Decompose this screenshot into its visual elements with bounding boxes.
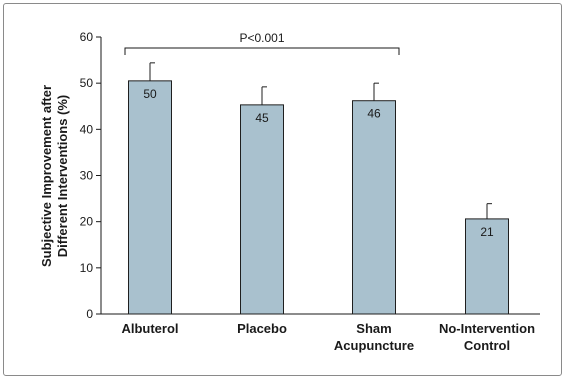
- x-category-label: Acupuncture: [334, 338, 414, 353]
- y-tick-label: 0: [86, 307, 93, 321]
- bar: [352, 100, 396, 315]
- bar: [240, 104, 284, 315]
- bar: [128, 80, 172, 315]
- significance-annotation: P<0.001: [124, 31, 400, 55]
- y-axis: 0 10 20 30 40 50 60: [80, 30, 102, 321]
- data-label: 21: [480, 225, 494, 239]
- data-label: 45: [255, 111, 269, 125]
- y-axis-label: Subjective Improvement after Different I…: [39, 85, 70, 267]
- y-axis-label-line-2: Different Interventions (%): [55, 95, 70, 258]
- y-axis-label-line-1: Subjective Improvement after: [39, 85, 54, 267]
- data-label: 46: [367, 107, 381, 121]
- y-tick-label: 60: [80, 30, 94, 44]
- x-category-label: Sham: [356, 321, 391, 336]
- bars: 50 45 46 21: [128, 62, 509, 315]
- y-tick-label: 10: [80, 261, 94, 275]
- y-tick-label: 30: [80, 169, 94, 183]
- significance-bracket: [124, 47, 400, 55]
- data-label: 50: [143, 87, 157, 101]
- bar: [465, 218, 509, 315]
- x-category-label: No-Intervention: [439, 321, 535, 336]
- y-tick-label: 40: [80, 122, 94, 136]
- y-tick-label: 20: [80, 215, 94, 229]
- x-category-label: Albuterol: [121, 321, 178, 336]
- x-axis: Albuterol Placebo Sham Acupuncture No-Interv…: [101, 313, 540, 353]
- x-category-label: Placebo: [237, 321, 287, 336]
- y-tick-label: 50: [80, 76, 94, 90]
- p-value-label: P<0.001: [239, 31, 284, 45]
- x-category-label: Control: [464, 338, 510, 353]
